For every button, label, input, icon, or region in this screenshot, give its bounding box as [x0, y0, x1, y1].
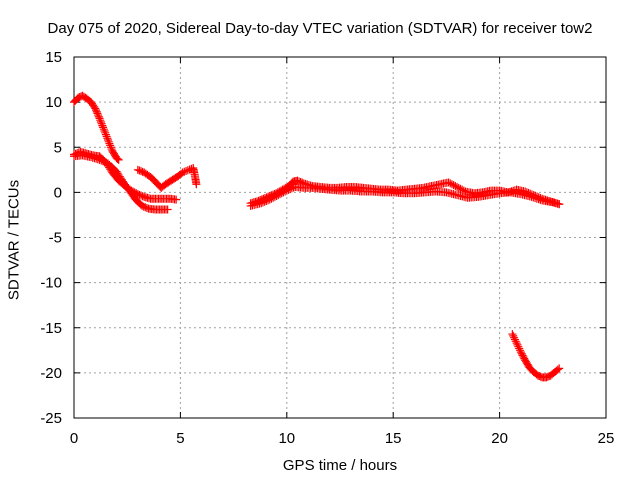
x-tick-label: 15 — [385, 430, 402, 447]
x-tick-label: 10 — [278, 430, 295, 447]
y-tick-label: 5 — [54, 139, 62, 156]
plot-border — [73, 56, 607, 419]
y-tick-label: 15 — [45, 49, 62, 66]
y-tick-label: -15 — [40, 320, 62, 337]
chart-title: Day 075 of 2020, Sidereal Day-to-day VTE… — [47, 20, 593, 37]
y-tick-label: 10 — [45, 94, 62, 111]
series-segment-a — [70, 91, 123, 164]
y-tick-label: -25 — [40, 410, 62, 427]
y-tick-label: -20 — [40, 365, 62, 382]
y-tick-label: -10 — [40, 275, 62, 292]
y-tick-label: -5 — [49, 230, 62, 247]
series-segment-f — [246, 182, 564, 210]
series-segment-c — [70, 151, 172, 214]
x-tick-label: 25 — [598, 430, 615, 447]
x-axis-label: GPS time / hours — [282, 457, 398, 474]
x-tick-label: 0 — [70, 430, 78, 447]
series-segment-d — [133, 164, 201, 192]
y-tick-label: 0 — [54, 184, 62, 201]
series-segment-g — [508, 330, 564, 382]
x-tick-label: 20 — [491, 430, 508, 447]
x-tick-label: 5 — [176, 430, 184, 447]
